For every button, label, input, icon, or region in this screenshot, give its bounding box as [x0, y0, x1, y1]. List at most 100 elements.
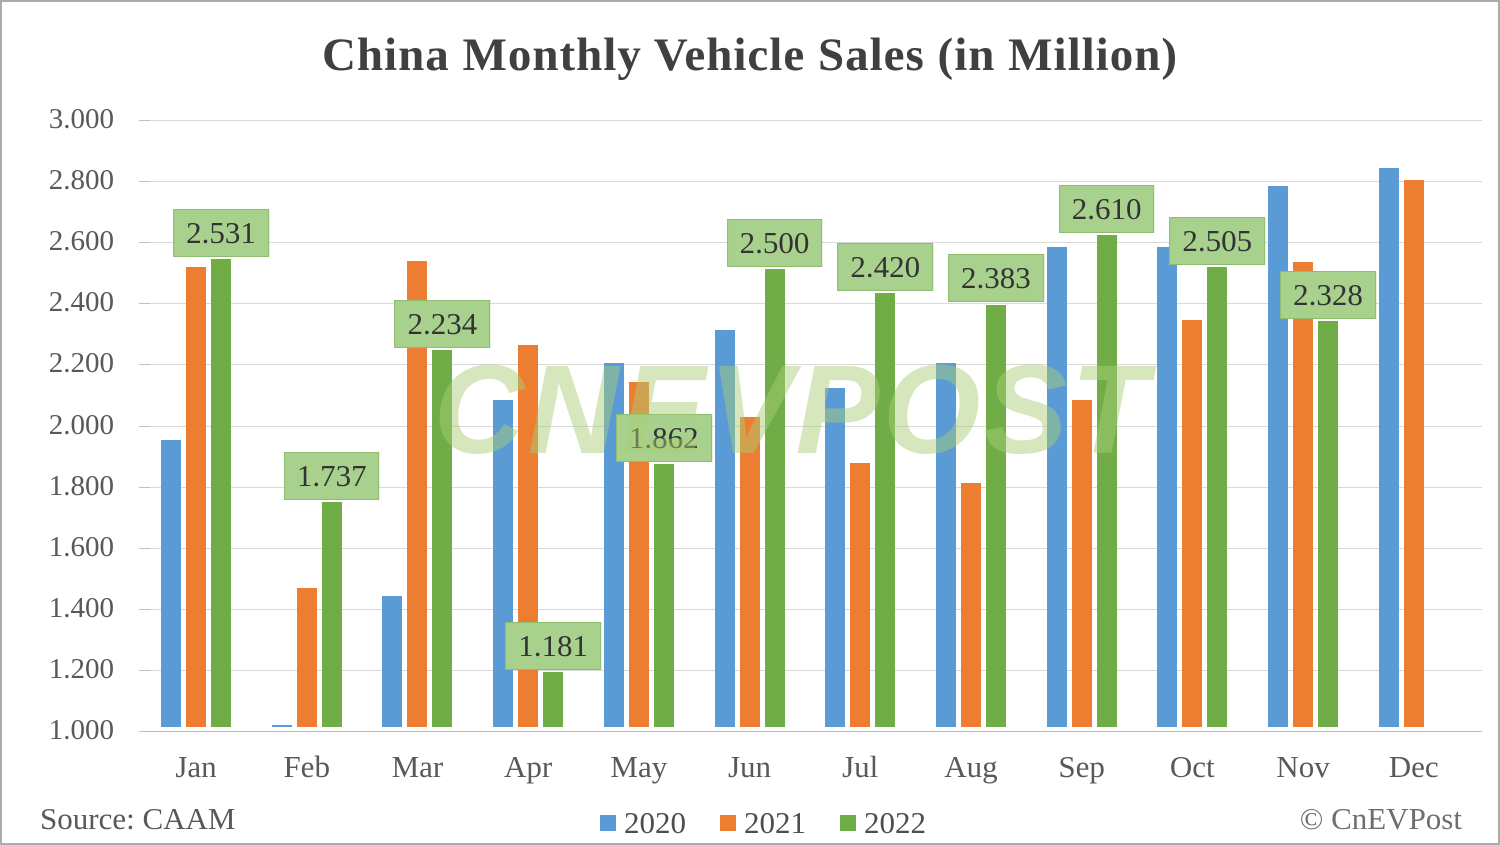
- bar-2020-jan: [161, 439, 181, 727]
- y-axis-tick: [139, 608, 150, 610]
- gridline: [150, 547, 1482, 549]
- data-label-2022-feb: 1.737: [283, 451, 380, 500]
- bar-2020-nov: [1268, 186, 1288, 727]
- gridline: [150, 120, 1482, 121]
- x-axis-label-feb: Feb: [283, 749, 330, 784]
- y-axis-tick: [139, 242, 150, 244]
- source-text: Source: CAAM: [40, 801, 236, 836]
- y-axis-label: 2.000: [48, 408, 114, 441]
- x-axis-label-jul: Jul: [842, 749, 879, 784]
- gridline: [150, 486, 1482, 488]
- data-label-2022-oct: 2.505: [1169, 217, 1266, 266]
- bar-2020-dec: [1378, 167, 1399, 727]
- chart-title: China Monthly Vehicle Sales (in Million): [321, 29, 1179, 81]
- legend-label-2022: 2022: [864, 805, 926, 840]
- data-label-2022-may: 1.862: [615, 413, 712, 462]
- x-axis-label-mar: Mar: [391, 749, 444, 784]
- bar-2022-nov: [1318, 321, 1338, 727]
- bar-2022-sep: [1096, 235, 1117, 727]
- bar-2020-apr: [493, 400, 514, 727]
- legend-label-2020: 2020: [624, 805, 686, 840]
- bar-2022-oct: [1207, 267, 1228, 727]
- legend: 2020 2021 2022: [600, 805, 926, 841]
- bar-2021-apr: [518, 345, 539, 727]
- gridline: [150, 364, 1482, 366]
- bar-2021-dec: [1403, 180, 1424, 727]
- bar-2022-mar: [432, 350, 453, 727]
- copyright-text: © CnEVPost: [1299, 801, 1462, 836]
- legend-swatch-2022: [840, 815, 856, 831]
- x-axis-label-apr: Apr: [503, 749, 553, 784]
- y-axis-label: 1.800: [48, 469, 114, 502]
- bar-2021-oct: [1182, 319, 1203, 727]
- data-label-2022-nov: 2.328: [1280, 271, 1376, 320]
- data-label-2022-jan: 2.531: [173, 209, 269, 258]
- bar-2021-nov: [1293, 262, 1313, 727]
- y-axis-label: 1.000: [48, 713, 114, 746]
- y-axis-tick: [139, 547, 150, 549]
- bar-2022-apr: [543, 671, 564, 727]
- legend-swatch-2021: [720, 815, 736, 831]
- bar-2021-aug: [960, 482, 981, 727]
- y-axis-tick: [139, 669, 150, 671]
- data-label-2022-sep: 2.610: [1058, 185, 1155, 234]
- bar-2020-feb: [271, 725, 292, 727]
- bar-2021-sep: [1071, 400, 1092, 727]
- gridline: [150, 608, 1482, 610]
- bar-2021-may: [628, 381, 649, 727]
- x-axis-label-oct: Oct: [1169, 749, 1215, 784]
- y-axis-label: 2.600: [48, 225, 114, 258]
- bar-2020-oct: [1157, 247, 1178, 727]
- gridline: [150, 669, 1482, 671]
- bar-2020-sep: [1046, 247, 1067, 727]
- bar-2022-jun: [764, 268, 785, 727]
- x-axis-label-jun: Jun: [727, 749, 772, 784]
- x-axis-label-sep: Sep: [1058, 749, 1105, 784]
- data-label-2022-jul: 2.420: [837, 243, 934, 292]
- bar-2021-jan: [186, 267, 206, 727]
- legend-item-2020: 2020: [600, 805, 686, 841]
- bar-2022-aug: [985, 304, 1006, 727]
- data-label-2022-jun: 2.500: [726, 218, 823, 267]
- y-axis-tick: [139, 486, 150, 488]
- y-axis-label: 1.200: [48, 652, 114, 685]
- y-axis-label: 1.600: [48, 530, 114, 563]
- bar-2022-may: [653, 463, 674, 727]
- y-axis-tick: [139, 731, 150, 732]
- x-axis-label-nov: Nov: [1276, 749, 1330, 784]
- bar-2020-jun: [714, 329, 735, 727]
- bar-2021-jun: [739, 416, 760, 727]
- bar-2020-aug: [935, 363, 956, 727]
- data-label-2022-mar: 2.234: [394, 300, 491, 348]
- bar-2020-jul: [825, 387, 846, 727]
- gridline: [150, 303, 1482, 305]
- y-axis-label: 3.000: [48, 102, 114, 135]
- bar-2020-mar: [382, 595, 403, 727]
- gridline: [150, 181, 1482, 183]
- y-axis-tick: [139, 181, 150, 183]
- y-axis-tick: [139, 425, 150, 427]
- bar-2021-jul: [850, 462, 871, 727]
- y-axis-tick: [139, 120, 150, 121]
- x-axis-label-jan: Jan: [175, 749, 217, 784]
- legend-swatch-2020: [600, 815, 616, 831]
- legend-item-2021: 2021: [720, 805, 806, 841]
- y-axis-label: 2.200: [48, 347, 114, 380]
- bar-2021-feb: [296, 588, 317, 727]
- data-label-2022-aug: 2.383: [948, 254, 1044, 303]
- legend-label-2021: 2021: [744, 805, 806, 840]
- bar-2021-mar: [407, 261, 428, 727]
- bar-2022-jul: [875, 293, 896, 727]
- gridline: [150, 425, 1482, 427]
- x-axis-label-aug: Aug: [944, 749, 998, 784]
- x-axis-label-dec: Dec: [1388, 749, 1439, 784]
- bar-2022-jan: [211, 259, 231, 727]
- y-axis-label: 2.800: [48, 164, 114, 197]
- y-axis-label: 2.400: [48, 286, 114, 319]
- y-axis-label: 1.400: [48, 591, 114, 624]
- bar-2022-feb: [321, 501, 342, 727]
- data-label-2022-apr: 1.181: [505, 621, 601, 670]
- y-axis-tick: [139, 303, 150, 305]
- y-axis-tick: [139, 364, 150, 366]
